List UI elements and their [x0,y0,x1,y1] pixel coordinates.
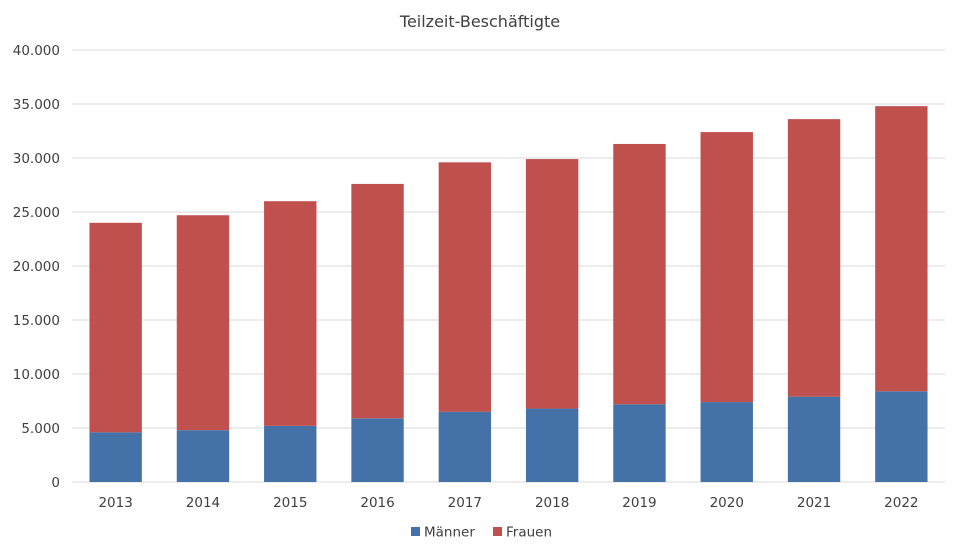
bar-frauen-2021 [787,119,841,397]
bar-frauen-2020 [700,132,753,403]
legend: Männer Frauen [411,525,552,541]
bar-maenner-2022 [875,391,928,482]
x-tick-label: 2019 [622,495,656,511]
bar-maenner-2013 [89,432,142,482]
x-tick-label: 2014 [186,495,220,511]
x-tick-label: 2021 [797,495,831,511]
bar-maenner-2016 [351,418,404,482]
y-tick-label: 20.000 [13,259,60,275]
x-tick-label: 2020 [710,495,744,511]
bar-frauen-2014 [176,215,230,431]
bar-maenner-2018 [525,408,579,482]
x-tick-label: 2013 [98,495,132,511]
bar-maenner-2015 [264,425,317,482]
y-tick-label: 25.000 [13,205,60,221]
legend-label-maenner: Männer [424,525,475,541]
y-tick-label: 0 [51,475,60,491]
x-tick-label: 2015 [273,495,307,511]
y-tick-label: 30.000 [13,151,60,167]
bar-frauen-2017 [438,162,492,412]
y-tick-label: 15.000 [13,313,60,329]
x-tick-label: 2018 [535,495,569,511]
x-tick-label: 2016 [360,495,394,511]
legend-label-frauen: Frauen [506,525,552,541]
y-tick-label: 40.000 [13,43,60,59]
legend-swatch-maenner [411,527,420,536]
bar-frauen-2016 [351,183,404,419]
x-tick-label: 2017 [448,495,482,511]
y-tick-label: 10.000 [13,367,60,383]
bar-frauen-2022 [875,106,928,392]
y-axis-ticks: 0 5.000 10.000 15.000 20.000 25.000 30.000 35.0… [13,43,60,491]
bar-frauen-2013 [89,222,142,433]
x-tick-label: 2022 [884,495,918,511]
y-tick-label: 35.000 [13,97,60,113]
legend-swatch-frauen [493,527,502,536]
bar-maenner-2021 [787,396,841,482]
y-tick-label: 5.000 [21,421,60,437]
chart-title: Teilzeit-Beschäftigte [399,12,560,31]
bar-frauen-2015 [264,201,317,426]
bar-maenner-2017 [438,411,492,482]
bar-maenner-2014 [176,430,230,482]
bar-maenner-2020 [700,402,753,482]
bars [89,106,928,482]
bar-maenner-2019 [613,404,666,482]
bar-frauen-2019 [613,143,666,405]
x-axis-ticks: 2013 2014 2015 2016 2017 2018 2019 2020 2021 2022 [98,495,918,511]
bar-frauen-2018 [525,159,579,409]
